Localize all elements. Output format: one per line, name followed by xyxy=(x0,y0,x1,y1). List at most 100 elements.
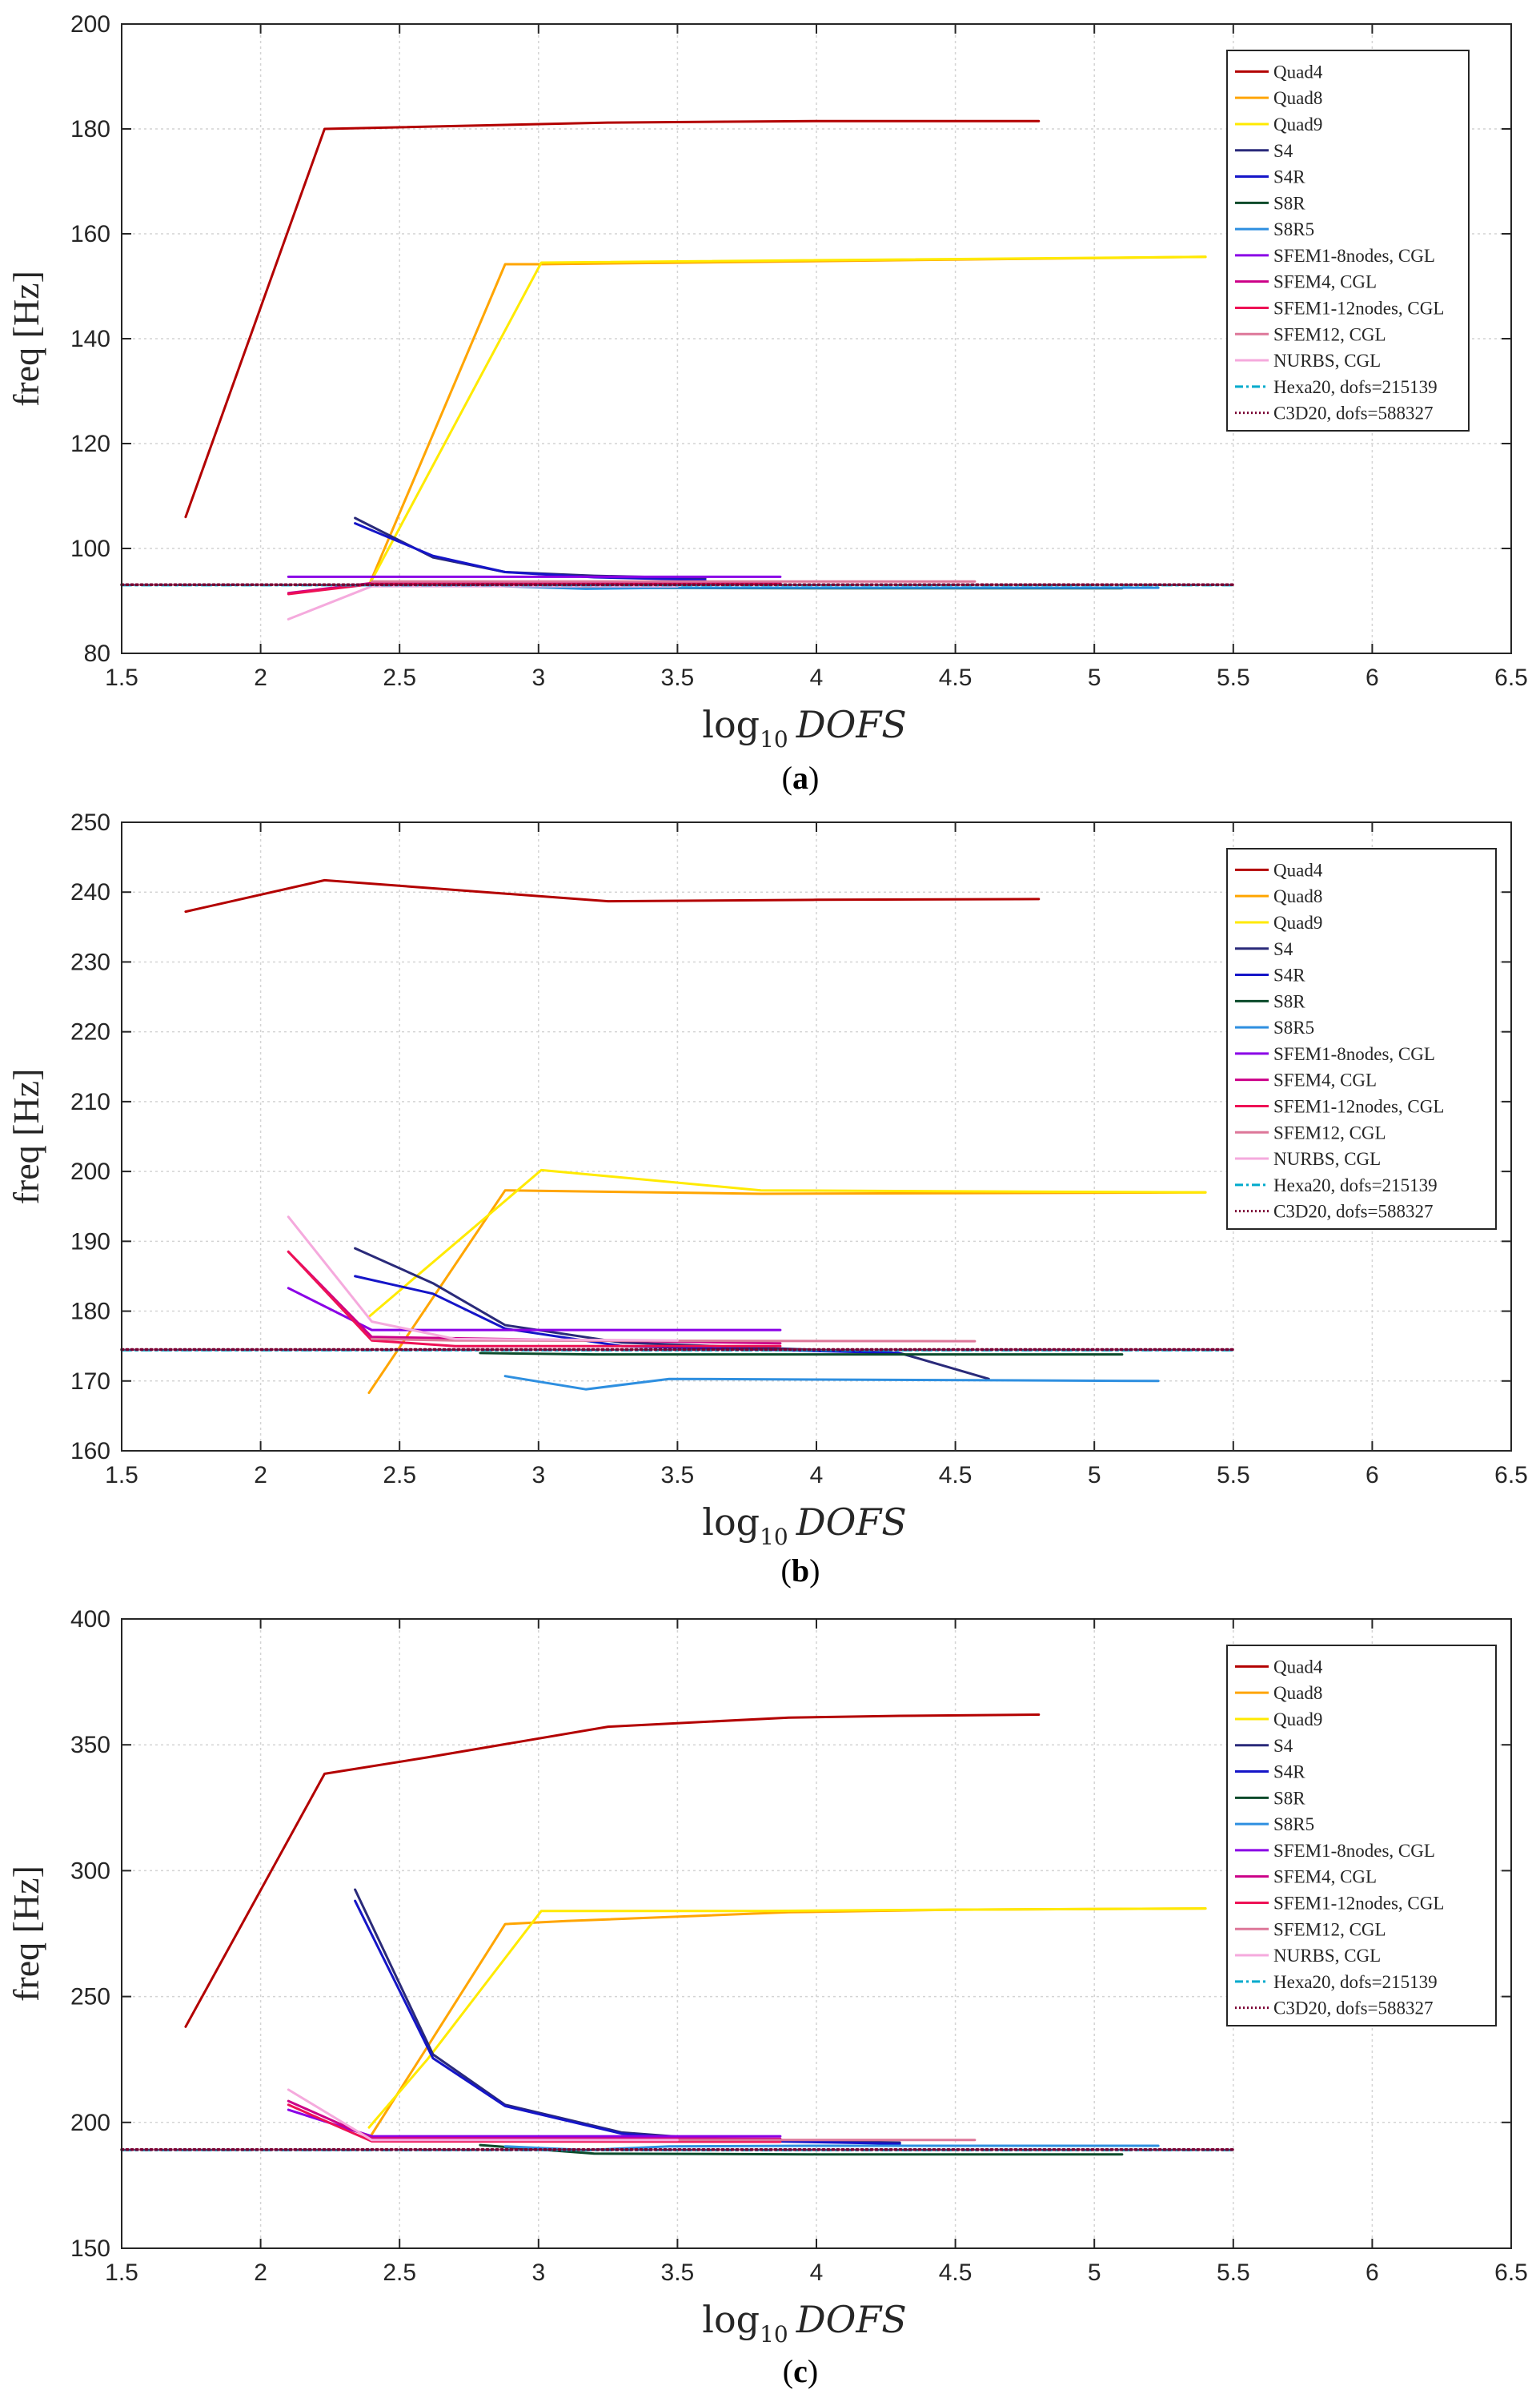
x-tick-label: 5 xyxy=(1088,2259,1101,2286)
caption-letter: b xyxy=(792,1552,809,1589)
legend-box xyxy=(1226,1645,1497,2026)
series-lines xyxy=(120,1713,1235,2156)
legend-label: S8R xyxy=(1273,991,1305,1011)
panel-caption: (c) xyxy=(783,2353,818,2389)
legend-label: Quad9 xyxy=(1273,114,1322,135)
x-tick-label: 6 xyxy=(1366,1462,1379,1488)
caption-close: ) xyxy=(809,1552,820,1589)
legend-label: S8R5 xyxy=(1273,219,1314,239)
caption-letter: c xyxy=(793,2353,808,2389)
x-tick-label: 2.5 xyxy=(383,1462,416,1488)
legend-label: S4 xyxy=(1273,141,1293,161)
x-tick-label: 6 xyxy=(1366,2259,1379,2286)
series-line-10 xyxy=(371,1337,977,1343)
y-axis-label: freq [Hz] xyxy=(6,1069,46,1205)
legend-box xyxy=(1226,50,1470,432)
series-line-2 xyxy=(367,255,1207,587)
y-tick-label: 160 xyxy=(70,221,110,247)
x-tick-label: 6.5 xyxy=(1494,2259,1528,2286)
legend-box xyxy=(1226,848,1497,1230)
legend-label: SFEM1-12nodes, CGL xyxy=(1273,298,1444,318)
series-line-4 xyxy=(354,522,707,581)
x-tick-label: 4 xyxy=(810,1462,824,1488)
caption-close: ) xyxy=(808,2353,818,2389)
legend-label: SFEM12, CGL xyxy=(1273,1123,1386,1143)
legend-label: C3D20, dofs=588327 xyxy=(1273,1998,1434,2018)
legend-label: SFEM1-8nodes, CGL xyxy=(1273,1841,1435,1861)
x-tick-label: 5.5 xyxy=(1217,2259,1250,2286)
y-tick-label: 220 xyxy=(70,1019,110,1046)
x-tick-label: 3 xyxy=(531,665,545,691)
x-tick-label: 5.5 xyxy=(1217,665,1250,691)
legend-label: SFEM1-12nodes, CGL xyxy=(1273,1096,1444,1116)
x-axis-label-sub: 10 xyxy=(760,1524,788,1550)
series-line-0 xyxy=(184,1713,1041,2028)
caption-letter: a xyxy=(792,760,808,796)
legend-label: SFEM4, CGL xyxy=(1273,272,1377,292)
legend-label: NURBS, CGL xyxy=(1273,1149,1381,1169)
x-tick-label: 4.5 xyxy=(939,2259,973,2286)
y-tick-label: 250 xyxy=(70,809,110,836)
y-tick-label: 300 xyxy=(70,1858,110,1884)
legend-label: C3D20, dofs=588327 xyxy=(1273,404,1434,424)
x-tick-label: 4 xyxy=(810,665,824,691)
x-axis-label-log: log xyxy=(702,2298,760,2341)
legend-label: SFEM1-12nodes, CGL xyxy=(1273,1893,1444,1913)
legend-label: Quad4 xyxy=(1273,62,1323,82)
x-tick-label: 6.5 xyxy=(1494,1462,1528,1488)
panel-caption: (b) xyxy=(781,1552,820,1589)
series-line-3 xyxy=(354,1247,990,1380)
legend: Quad4 Quad8 Quad9 S4 S4R S8R S8R5 SFEM1-8nodes,… xyxy=(1226,848,1497,1230)
chart-panel-a: 1.5 2 2.5 3 3.5 4 4.5 5 5.5 6 6.5 80 100 120 140 160 180… xyxy=(6,11,1528,796)
legend-label: Hexa20, dofs=215139 xyxy=(1273,1175,1438,1195)
legend-label: Quad9 xyxy=(1273,1709,1322,1729)
legend-label: Quad4 xyxy=(1273,860,1323,880)
x-axis-label-dofs: DOFS xyxy=(796,2298,907,2341)
legend: Quad4 Quad8 Quad9 S4 S4R S8R S8R5 SFEM1-8nodes,… xyxy=(1226,1645,1497,2026)
y-axis-label: freq [Hz] xyxy=(6,271,46,407)
legend-label: Quad9 xyxy=(1273,913,1322,933)
y-tick-label: 250 xyxy=(70,1984,110,2010)
y-tick-label: 230 xyxy=(70,949,110,975)
legend-label: SFEM1-8nodes, CGL xyxy=(1273,1044,1435,1064)
x-axis-label-sub: 10 xyxy=(760,2321,788,2348)
legend-label: Quad8 xyxy=(1273,88,1322,108)
legend-label: SFEM1-8nodes, CGL xyxy=(1273,246,1435,266)
series-line-11 xyxy=(287,1215,679,1342)
caption-close: ) xyxy=(808,760,819,796)
x-axis-label-log: log xyxy=(702,703,760,746)
x-tick-label: 2 xyxy=(254,1462,267,1488)
legend-label: S8R xyxy=(1273,1788,1305,1808)
x-tick-label: 4 xyxy=(810,2259,824,2286)
legend-label: NURBS, CGL xyxy=(1273,351,1381,371)
y-tick-label: 350 xyxy=(70,1732,110,1758)
series-line-11 xyxy=(287,2088,679,2142)
series-line-7 xyxy=(287,2108,782,2138)
x-tick-label: 2 xyxy=(254,2259,267,2286)
legend-label: S8R5 xyxy=(1273,1814,1314,1834)
caption-open: ( xyxy=(781,1552,792,1589)
y-tick-label: 400 xyxy=(70,1606,110,1633)
x-tick-label: 6.5 xyxy=(1494,665,1528,691)
chart-panel-b: 1.5 2 2.5 3 3.5 4 4.5 5 5.5 6 6.5 160 170 180 190 200 21… xyxy=(6,809,1528,1589)
x-tick-label: 5 xyxy=(1088,1462,1101,1488)
x-axis-label: log10 DOFS xyxy=(702,1500,907,1550)
legend-label: S8R5 xyxy=(1273,1018,1314,1038)
y-tick-label: 80 xyxy=(84,641,110,667)
y-tick-label: 200 xyxy=(70,2110,110,2136)
legend-label: C3D20, dofs=588327 xyxy=(1273,1202,1434,1222)
legend-label: Quad4 xyxy=(1273,1657,1323,1677)
y-tick-label: 200 xyxy=(70,1159,110,1185)
series-line-1 xyxy=(367,1189,1207,1395)
legend-label: S4 xyxy=(1273,939,1293,959)
x-axis-label: log10 DOFS xyxy=(702,703,907,753)
series-line-8 xyxy=(287,2099,782,2140)
y-tick-label: 240 xyxy=(70,879,110,906)
x-tick-label: 1.5 xyxy=(105,2259,138,2286)
x-tick-label: 2.5 xyxy=(383,665,416,691)
series-line-5 xyxy=(479,1352,1124,1356)
y-axis-label: freq [Hz] xyxy=(6,1866,46,2002)
caption-open: ( xyxy=(782,760,792,796)
legend-label: SFEM4, CGL xyxy=(1273,1070,1377,1091)
